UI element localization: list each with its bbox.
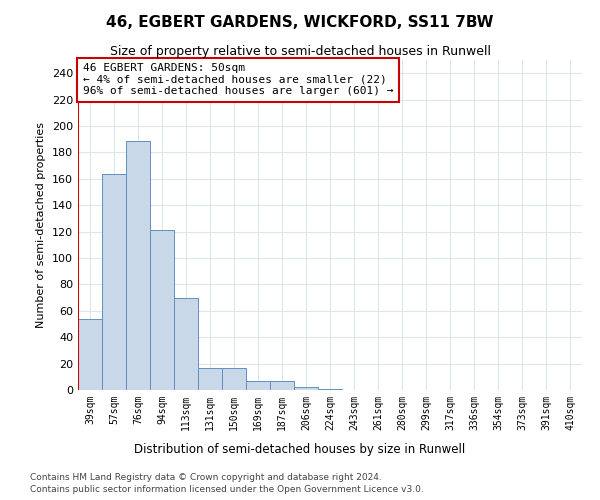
Bar <box>198 368 222 390</box>
Text: Contains HM Land Registry data © Crown copyright and database right 2024.: Contains HM Land Registry data © Crown c… <box>30 472 382 482</box>
Bar <box>126 140 150 390</box>
Bar <box>222 368 246 390</box>
Bar <box>102 174 126 390</box>
Text: Distribution of semi-detached houses by size in Runwell: Distribution of semi-detached houses by … <box>134 442 466 456</box>
Bar <box>78 318 102 390</box>
Bar <box>318 388 342 390</box>
Text: 46, EGBERT GARDENS, WICKFORD, SS11 7BW: 46, EGBERT GARDENS, WICKFORD, SS11 7BW <box>106 15 494 30</box>
Text: Contains public sector information licensed under the Open Government Licence v3: Contains public sector information licen… <box>30 485 424 494</box>
Y-axis label: Number of semi-detached properties: Number of semi-detached properties <box>37 122 46 328</box>
Bar <box>270 381 294 390</box>
Bar <box>150 230 174 390</box>
Text: Size of property relative to semi-detached houses in Runwell: Size of property relative to semi-detach… <box>110 45 491 58</box>
Bar <box>246 381 270 390</box>
Text: 46 EGBERT GARDENS: 50sqm
← 4% of semi-detached houses are smaller (22)
96% of se: 46 EGBERT GARDENS: 50sqm ← 4% of semi-de… <box>83 64 394 96</box>
Bar <box>174 298 198 390</box>
Bar <box>294 388 318 390</box>
